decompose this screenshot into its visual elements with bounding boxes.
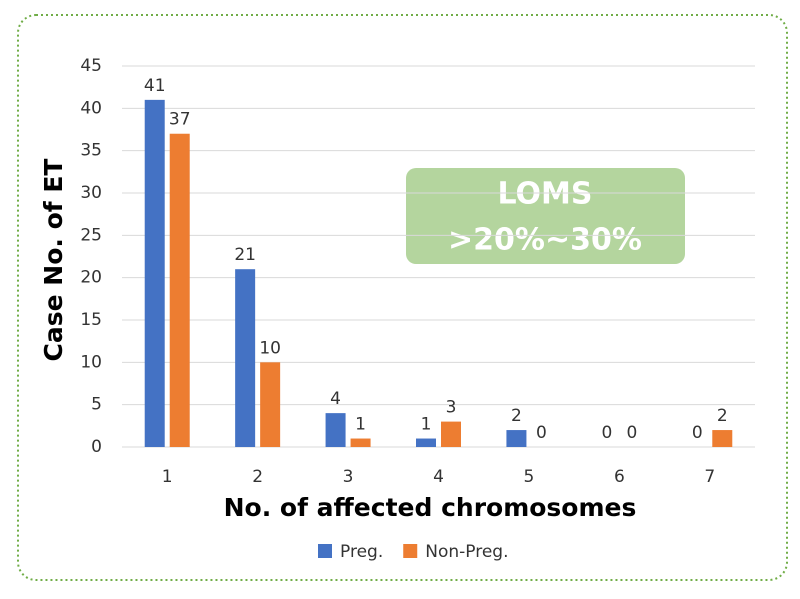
value-label: 10	[259, 338, 281, 358]
bar	[144, 99, 165, 447]
bar	[350, 438, 371, 447]
bar	[169, 133, 190, 447]
x-tick-label: 5	[524, 467, 535, 487]
value-label: 0	[692, 423, 703, 443]
x-tick-label: 1	[162, 467, 173, 487]
y-tick-label: 15	[80, 310, 102, 330]
y-tick-label: 35	[80, 141, 102, 161]
y-tick-label: 30	[80, 183, 102, 203]
legend-label: Non-Preg.	[425, 542, 508, 562]
legend-swatch	[403, 544, 418, 558]
value-label: 0	[536, 423, 547, 443]
value-label: 37	[169, 110, 191, 130]
x-tick-label: 4	[433, 467, 444, 487]
annotation: >20%~30%	[448, 223, 642, 258]
value-label: 3	[446, 398, 457, 418]
y-tick-label: 20	[80, 268, 102, 288]
value-label: 0	[601, 423, 612, 443]
y-tick-label: 40	[80, 98, 102, 118]
annotation-box	[406, 168, 685, 264]
bar	[712, 430, 733, 447]
value-label: 4	[330, 389, 341, 409]
legend-label: Preg.	[340, 542, 383, 562]
bar	[441, 421, 461, 447]
y-tick-label: 0	[91, 437, 102, 457]
value-label: 41	[144, 76, 166, 96]
y-tick-label: 10	[80, 352, 102, 372]
value-label: 2	[717, 406, 728, 426]
bar	[325, 413, 346, 447]
x-tick-label: 6	[614, 467, 625, 487]
legend-swatch	[318, 544, 332, 558]
value-label: 1	[355, 415, 366, 435]
value-label: 0	[626, 423, 637, 443]
bar	[416, 438, 436, 447]
bar	[235, 269, 256, 447]
y-tick-label: 5	[91, 395, 102, 415]
y-tick-label: 25	[80, 225, 102, 245]
frame	[17, 14, 788, 581]
value-label: 1	[421, 415, 432, 435]
x-tick-label: 3	[343, 467, 354, 487]
bar	[506, 430, 527, 447]
x-tick-label: 2	[252, 467, 263, 487]
value-label: 2	[511, 406, 522, 426]
x-axis-label: No. of affected chromosomes	[224, 493, 637, 522]
y-axis-label: Case No. of ET	[39, 159, 68, 362]
y-tick-label: 45	[80, 56, 102, 76]
x-tick-label: 7	[704, 467, 715, 487]
value-label: 21	[234, 245, 256, 265]
bar	[260, 362, 281, 447]
annotation: LOMS	[497, 177, 592, 212]
